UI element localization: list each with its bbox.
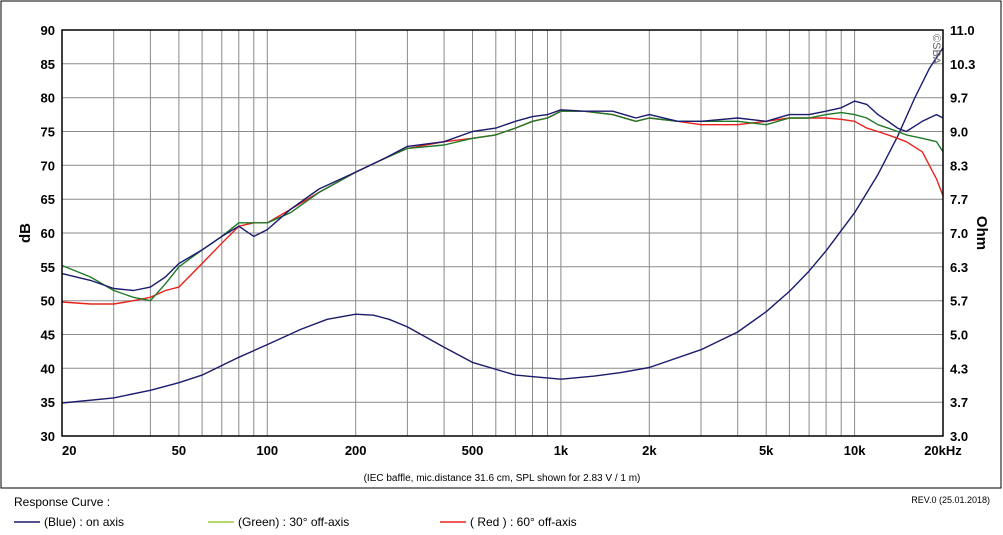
x-tick-label: 500 (462, 443, 484, 458)
series-line-impedance (61, 47, 944, 404)
x-tick-label: 10k (844, 443, 866, 458)
y2-tick-labels: 3.0 3.7 4.3 5.0 5.7 6.3 7.0 7.7 8.3 9.0 9.7 10.3 11.… (950, 23, 975, 444)
legend-entry: (Green) : 30° off-axis (238, 515, 349, 529)
chart-caption: (IEC baffle, mic.distance 31.6 cm, SPL s… (364, 473, 641, 484)
y2-tick-label: 8.3 (950, 158, 968, 173)
y2-tick-label: 6.3 (950, 260, 968, 275)
y-tick-label: 85 (41, 57, 55, 72)
y2-tick-label: 7.7 (950, 192, 968, 207)
x-tick-label: 5k (759, 443, 774, 458)
y2-tick-label: 9.7 (950, 91, 968, 106)
y-tick-label: 90 (41, 23, 55, 38)
y-tick-label: 80 (41, 91, 55, 106)
x-tick-label: 200 (345, 443, 367, 458)
legend-title: Response Curve : (14, 495, 110, 509)
y2-tick-label: 3.0 (950, 429, 968, 444)
y2-tick-label: 9.0 (950, 125, 968, 140)
y2-tick-label: 4.3 (950, 361, 968, 376)
revision-label: REV.0 (25.01.2018) (911, 495, 990, 505)
chart-frame (0, 0, 1002, 489)
legend-entry: (Blue) : on axis (44, 515, 124, 529)
y-tick-label: 65 (41, 192, 55, 207)
legend: (Blue) : on axis (Green) : 30° off-axis ( … (14, 515, 577, 529)
y2-tick-label: 10.3 (950, 57, 975, 72)
x-tick-label: 20 (62, 443, 76, 458)
y-tick-label: 75 (41, 125, 55, 140)
y-tick-labels: 30 35 40 45 50 55 60 65 70 75 80 85 90 (41, 23, 55, 444)
y-tick-label: 35 (41, 395, 55, 410)
y2-tick-label: 11.0 (950, 23, 975, 38)
x-tick-label: 1k (554, 443, 569, 458)
watermark: ©SBA (930, 34, 942, 65)
series-layer (61, 47, 944, 404)
y-tick-label: 55 (41, 260, 55, 275)
y-tick-label: 50 (41, 294, 55, 309)
y-axis-label: dB (17, 223, 34, 243)
y2-tick-label: 3.7 (950, 395, 968, 410)
series-line-on-axis (61, 100, 944, 292)
legend-entry: ( Red ) : 60° off-axis (470, 515, 577, 529)
x-tick-label: 2k (642, 443, 657, 458)
y2-tick-label: 5.7 (950, 294, 968, 309)
x-tick-labels: 20 50 100 200 500 1k 2k 5k 10k 20kHz (62, 443, 962, 458)
x-tick-label: 20kHz (924, 443, 962, 458)
plot-area-border (61, 29, 944, 437)
y2-tick-label: 7.0 (950, 226, 968, 241)
y-tick-label: 60 (41, 226, 55, 241)
y-tick-label: 40 (41, 361, 55, 376)
y2-axis-label: Ohm (973, 216, 990, 250)
x-tick-label: 100 (256, 443, 278, 458)
y-tick-label: 45 (41, 328, 55, 343)
x-tick-label: 50 (172, 443, 186, 458)
y-tick-label: 70 (41, 158, 55, 173)
y-tick-label: 30 (41, 429, 55, 444)
y2-tick-label: 5.0 (950, 328, 968, 343)
